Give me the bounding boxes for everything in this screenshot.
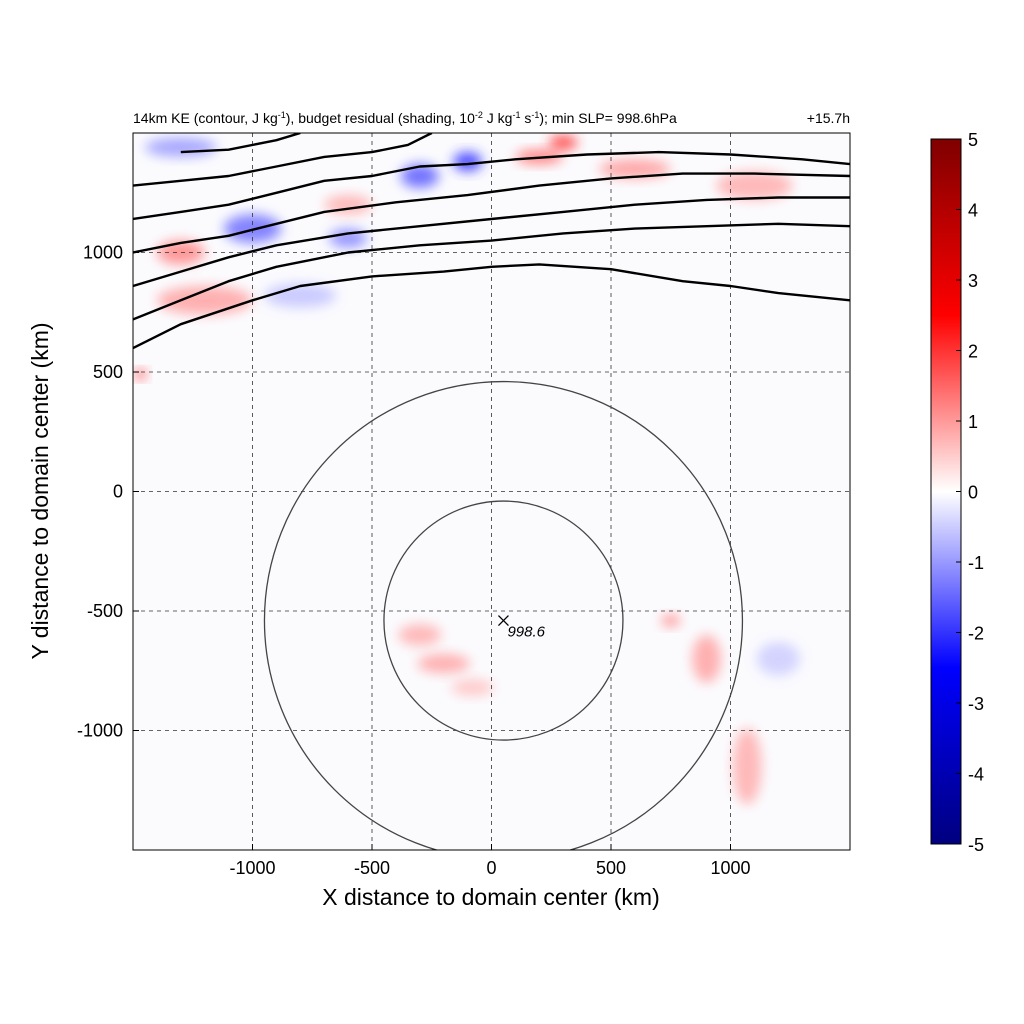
- ke-contour-line: [133, 263, 850, 350]
- residual-patch: [398, 624, 442, 646]
- y-tick-label: -1000: [77, 721, 123, 741]
- range-circle: [263, 380, 744, 850]
- residual-patch: [548, 135, 578, 150]
- residual-patch: [264, 283, 337, 308]
- x-tick-label: 1000: [710, 858, 750, 878]
- ke-contours: [133, 133, 850, 350]
- residual-patch: [417, 654, 470, 674]
- chart-title: 14km KE (contour, J kg-1), budget residu…: [133, 110, 677, 126]
- residual-patch: [453, 152, 482, 172]
- colorbar-tick-label: -2: [968, 624, 984, 644]
- residual-patch: [692, 634, 721, 683]
- colorbar-ticks: 5 4 3 2 1 0 -1 -2 -3 -4 -5: [956, 130, 984, 855]
- colorbar-tick-label: 5: [968, 130, 978, 150]
- ke-contour-line: [133, 172, 850, 254]
- colorbar-tick-label: 0: [968, 483, 978, 503]
- y-tick-label: 0: [113, 482, 123, 502]
- x-tick-label: 500: [596, 858, 626, 878]
- colorbar-tick-label: 1: [968, 412, 978, 432]
- x-tick-label: -500: [354, 858, 390, 878]
- residual-patch: [156, 240, 205, 265]
- center-marker-stroke: [497, 615, 509, 627]
- residual-patch: [400, 164, 439, 188]
- x-tick-label: 0: [486, 858, 496, 878]
- range-circle: [383, 500, 624, 741]
- colorbar-tick-label: -5: [968, 835, 984, 855]
- x-tick-label: -1000: [229, 858, 275, 878]
- residual-patch: [732, 728, 762, 805]
- x-axis-label: X distance to domain center (km): [322, 884, 659, 910]
- x-axis-ticks: -1000 -500 0 500 1000: [229, 844, 751, 878]
- colorbar-tick-label: 3: [968, 271, 978, 291]
- y-tick-label: -500: [87, 601, 123, 621]
- colorbar: 5 4 3 2 1 0 -1 -2 -3 -4 -5: [930, 130, 984, 855]
- residual-patch: [599, 159, 671, 179]
- ke-contour-line: [133, 150, 850, 221]
- colorbar-tick-label: 2: [968, 342, 978, 362]
- plot-area: 998.6: [132, 132, 851, 851]
- residual-patch: [450, 679, 494, 696]
- residual-patch: [756, 642, 800, 676]
- y-tick-label: 500: [93, 362, 123, 382]
- ke-contour-line: [180, 133, 301, 154]
- residual-patch: [716, 171, 793, 200]
- colorbar-tick-label: -3: [968, 694, 984, 714]
- ke-contour-line: [133, 222, 850, 321]
- colorbar-tick-label: -4: [968, 765, 984, 785]
- y-axis-label: Y distance to domain center (km): [27, 322, 53, 659]
- range-circles: [263, 380, 744, 850]
- residual-patch: [144, 137, 217, 157]
- y-tick-label: 1000: [83, 243, 123, 263]
- ke-contour-line: [133, 133, 433, 187]
- storm-center: 998.6: [497, 615, 546, 641]
- residual-patch: [661, 614, 681, 627]
- residual-patch: [134, 369, 147, 380]
- center-pressure-label: 998.6: [507, 624, 545, 641]
- colorbar-tick-label: 4: [968, 201, 978, 221]
- colorbar-tick-label: -1: [968, 553, 984, 573]
- forecast-hour-label: +15.7h: [807, 110, 850, 126]
- ke-contour-line: [133, 196, 850, 288]
- y-axis-ticks: 1000 500 0 -500 -1000: [77, 243, 139, 741]
